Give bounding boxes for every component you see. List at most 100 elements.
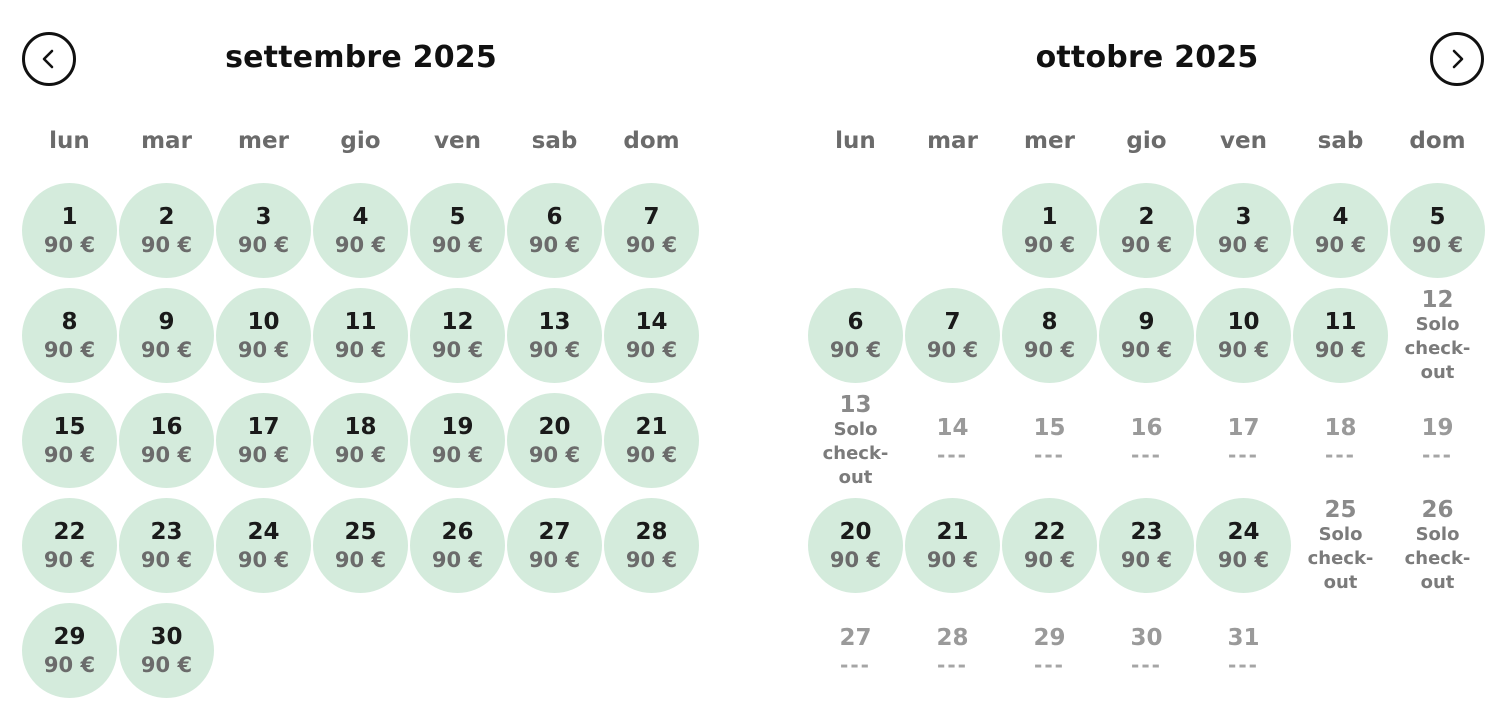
calendar-day[interactable]: 23 90 € (1098, 493, 1195, 598)
calendar-day[interactable]: 25 Solo check-out (1292, 493, 1389, 598)
day-number: 5 (1429, 203, 1446, 230)
prev-month-button[interactable] (22, 32, 76, 86)
day-content: 9 90 € (1121, 308, 1172, 364)
calendar-day[interactable]: 13 Solo check-out (807, 388, 904, 493)
calendar-day[interactable]: 18 90 € (312, 388, 409, 493)
unavailable-dash: --- (1034, 442, 1065, 467)
calendar-day[interactable]: 19 90 € (409, 388, 506, 493)
calendar-day[interactable]: 9 90 € (1098, 283, 1195, 388)
day-content: 25 Solo check-out (1308, 497, 1374, 595)
calendar-day[interactable]: 22 90 € (1001, 493, 1098, 598)
calendar-day: 17 --- (1195, 388, 1292, 493)
day-content: 30 90 € (141, 623, 192, 679)
day-number: 16 (150, 413, 183, 440)
day-price: 90 € (140, 547, 193, 572)
day-number: 28 (936, 624, 969, 651)
calendar-day[interactable]: 23 90 € (118, 493, 215, 598)
day-price: 90 € (334, 442, 387, 467)
day-content: 28 --- (936, 624, 968, 678)
calendar-day[interactable]: 6 90 € (506, 178, 603, 283)
day-content: 23 90 € (141, 518, 192, 574)
calendar-day[interactable]: 29 90 € (21, 598, 118, 703)
calendar-day[interactable]: 2 90 € (1098, 178, 1195, 283)
calendar-day[interactable]: 24 90 € (215, 493, 312, 598)
day-price: 90 € (1217, 337, 1270, 362)
calendar-day[interactable]: 11 90 € (312, 283, 409, 388)
day-number: 2 (158, 203, 175, 230)
calendar-day[interactable]: 10 90 € (1195, 283, 1292, 388)
calendar-day[interactable]: 9 90 € (118, 283, 215, 388)
day-price: 90 € (334, 337, 387, 362)
chevron-right-icon (1452, 49, 1464, 69)
checkout-only-label: out (1323, 571, 1358, 593)
available-day-circle (507, 393, 602, 488)
calendar-day[interactable]: 26 90 € (409, 493, 506, 598)
calendar-day[interactable]: 13 90 € (506, 283, 603, 388)
next-month-button[interactable] (1430, 32, 1484, 86)
calendar-day[interactable]: 28 90 € (603, 493, 700, 598)
calendar-day[interactable]: 11 90 € (1292, 283, 1389, 388)
calendar-day[interactable]: 21 90 € (603, 388, 700, 493)
calendar-day[interactable]: 8 90 € (1001, 283, 1098, 388)
day-number: 25 (1324, 496, 1357, 523)
day-price: 90 € (1411, 232, 1464, 257)
calendar-day[interactable]: 6 90 € (807, 283, 904, 388)
day-content: 3 90 € (1218, 203, 1269, 259)
calendar-day[interactable]: 16 90 € (118, 388, 215, 493)
calendar-day[interactable]: 24 90 € (1195, 493, 1292, 598)
calendar-day[interactable]: 3 90 € (1195, 178, 1292, 283)
day-number: 7 (944, 308, 961, 335)
day-content: 20 90 € (830, 518, 881, 574)
calendar-day[interactable]: 2 90 € (118, 178, 215, 283)
day-number: 11 (1324, 308, 1357, 335)
calendar-day[interactable]: 12 90 € (409, 283, 506, 388)
calendar-day[interactable]: 12 Solo check-out (1389, 283, 1486, 388)
day-content: 2 90 € (141, 203, 192, 259)
day-number: 29 (1033, 624, 1066, 651)
calendar-day[interactable]: 8 90 € (21, 283, 118, 388)
day-content: 24 90 € (238, 518, 289, 574)
available-day-circle (604, 393, 699, 488)
calendar-day[interactable]: 20 90 € (807, 493, 904, 598)
calendar-day[interactable]: 10 90 € (215, 283, 312, 388)
available-day-circle (808, 498, 903, 593)
calendar-day[interactable]: 7 90 € (904, 283, 1001, 388)
calendar-day[interactable]: 4 90 € (312, 178, 409, 283)
available-day-circle (313, 288, 408, 383)
calendar-day[interactable]: 15 90 € (21, 388, 118, 493)
available-day-circle (1099, 288, 1194, 383)
calendar-day[interactable]: 26 Solo check-out (1389, 493, 1486, 598)
calendar-day[interactable]: 17 90 € (215, 388, 312, 493)
available-day-circle (119, 183, 214, 278)
checkout-only-label: Solo (1415, 523, 1460, 545)
checkout-only-label: Solo (833, 418, 878, 440)
calendar-day[interactable]: 1 90 € (1001, 178, 1098, 283)
calendar-day[interactable]: 5 90 € (1389, 178, 1486, 283)
calendar-day[interactable]: 20 90 € (506, 388, 603, 493)
day-number: 25 (344, 518, 377, 545)
day-number: 21 (936, 518, 969, 545)
day-content: 30 --- (1130, 624, 1162, 678)
calendar-day[interactable]: 7 90 € (603, 178, 700, 283)
calendar-day[interactable]: 21 90 € (904, 493, 1001, 598)
calendar-day[interactable]: 27 90 € (506, 493, 603, 598)
calendar-day[interactable]: 25 90 € (312, 493, 409, 598)
calendar-day[interactable]: 1 90 € (21, 178, 118, 283)
calendar-day[interactable]: 14 90 € (603, 283, 700, 388)
day-content: 28 90 € (626, 518, 677, 574)
day-price: 90 € (625, 442, 678, 467)
day-content: 11 90 € (335, 308, 386, 364)
day-price: 90 € (140, 652, 193, 677)
calendar-day[interactable]: 22 90 € (21, 493, 118, 598)
calendar-day[interactable]: 5 90 € (409, 178, 506, 283)
day-number: 15 (53, 413, 86, 440)
available-day-circle (1002, 183, 1097, 278)
calendar-day[interactable]: 30 90 € (118, 598, 215, 703)
day-number: 6 (847, 308, 864, 335)
calendar-day: 15 --- (1001, 388, 1098, 493)
day-number: 6 (546, 203, 563, 230)
day-number: 18 (1324, 414, 1357, 441)
calendar-day[interactable]: 4 90 € (1292, 178, 1389, 283)
day-number: 22 (1033, 518, 1066, 545)
calendar-day[interactable]: 3 90 € (215, 178, 312, 283)
